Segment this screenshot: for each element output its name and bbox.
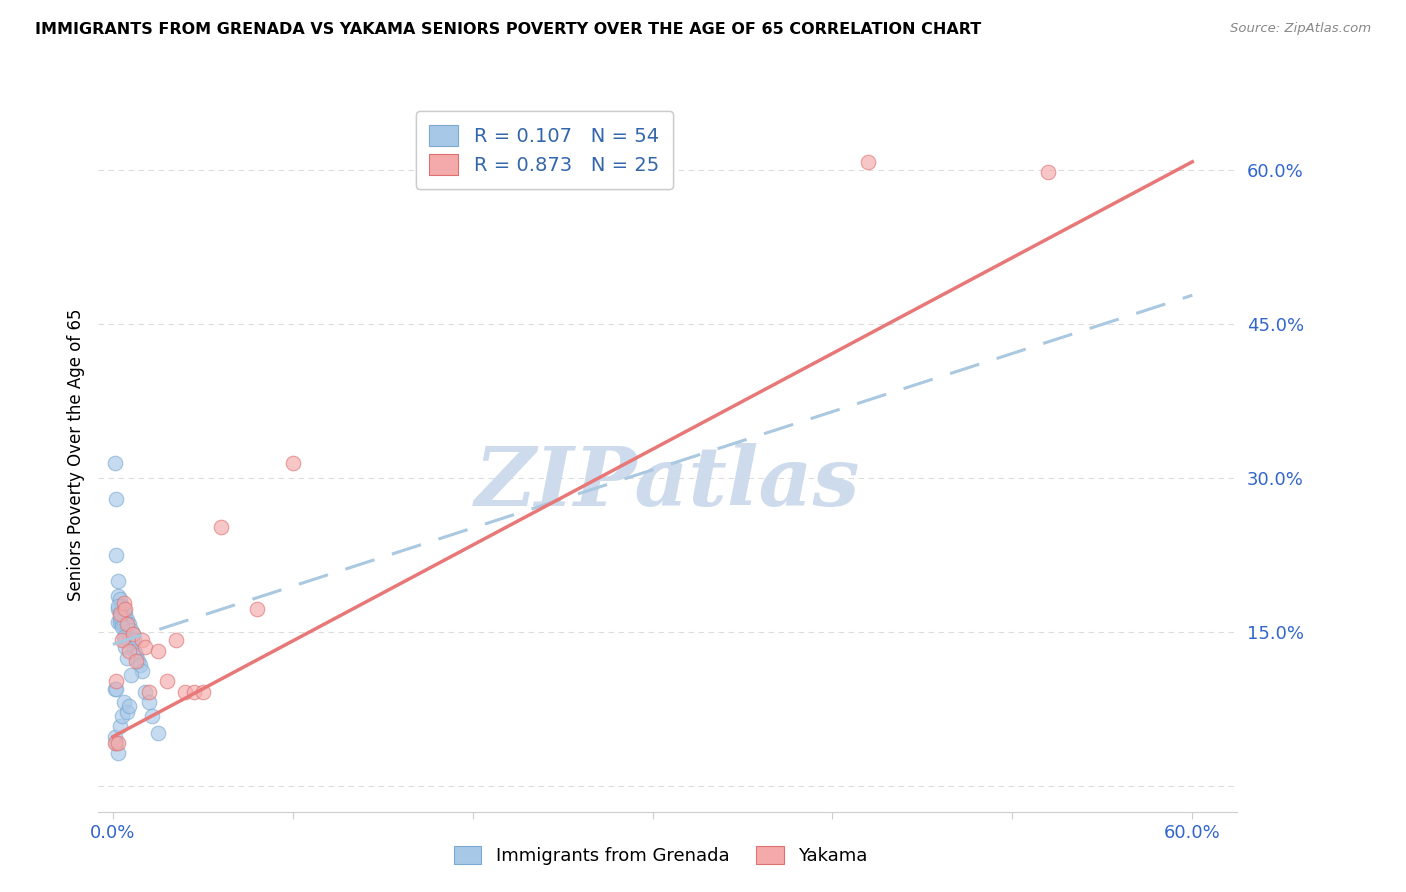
Point	[107, 746, 129, 760]
Point	[108, 592, 131, 607]
Point	[125, 648, 148, 662]
Point	[111, 633, 134, 648]
Point	[104, 681, 127, 696]
Point	[120, 633, 142, 648]
Point	[107, 602, 129, 616]
Point	[114, 602, 136, 616]
Point	[114, 607, 136, 621]
Point	[146, 725, 169, 739]
Point	[281, 456, 304, 470]
Point	[115, 616, 138, 631]
Point	[111, 620, 134, 634]
Text: IMMIGRANTS FROM GRENADA VS YAKAMA SENIORS POVERTY OVER THE AGE OF 65 CORRELATION: IMMIGRANTS FROM GRENADA VS YAKAMA SENIOR…	[35, 22, 981, 37]
Point	[111, 709, 134, 723]
Point	[118, 616, 141, 631]
Point	[105, 736, 128, 750]
Point	[127, 654, 149, 668]
Point	[104, 730, 127, 744]
Point	[114, 616, 136, 631]
Point	[134, 684, 156, 698]
Point	[141, 709, 163, 723]
Point	[121, 627, 143, 641]
Point	[107, 589, 129, 603]
Point	[114, 633, 136, 648]
Legend: Immigrants from Grenada, Yakama: Immigrants from Grenada, Yakama	[447, 838, 875, 872]
Point	[120, 668, 142, 682]
Point	[138, 695, 160, 709]
Point	[173, 684, 195, 698]
Point	[191, 684, 214, 698]
Point	[138, 684, 160, 698]
Point	[107, 599, 129, 614]
Point	[120, 623, 142, 637]
Y-axis label: Seniors Poverty Over the Age of 65: Seniors Poverty Over the Age of 65	[66, 309, 84, 601]
Point	[107, 574, 129, 588]
Point	[111, 616, 134, 631]
Point	[112, 695, 135, 709]
Point	[165, 633, 187, 648]
Point	[115, 705, 138, 719]
Point	[124, 633, 146, 648]
Point	[209, 520, 232, 534]
Point	[183, 684, 205, 698]
Point	[115, 620, 138, 634]
Point	[107, 615, 129, 629]
Point	[124, 643, 146, 657]
Point	[111, 599, 134, 614]
Point	[125, 654, 148, 668]
Point	[858, 154, 880, 169]
Point	[108, 607, 131, 621]
Point	[107, 736, 129, 750]
Point	[105, 674, 128, 689]
Point	[121, 637, 143, 651]
Point	[118, 698, 141, 713]
Point	[156, 674, 179, 689]
Point	[112, 602, 135, 616]
Point	[131, 633, 153, 648]
Point	[246, 602, 269, 616]
Point	[105, 681, 128, 696]
Point	[112, 596, 135, 610]
Point	[108, 615, 131, 629]
Point	[131, 664, 153, 678]
Point	[104, 736, 127, 750]
Point	[112, 609, 135, 624]
Point	[112, 620, 135, 634]
Text: Source: ZipAtlas.com: Source: ZipAtlas.com	[1230, 22, 1371, 36]
Point	[114, 640, 136, 655]
Point	[121, 627, 143, 641]
Point	[118, 627, 141, 641]
Point	[105, 548, 128, 562]
Point	[134, 640, 156, 655]
Legend: R = 0.107   N = 54, R = 0.873   N = 25: R = 0.107 N = 54, R = 0.873 N = 25	[416, 112, 673, 189]
Point	[111, 607, 134, 621]
Point	[108, 719, 131, 733]
Point	[115, 613, 138, 627]
Point	[146, 643, 169, 657]
Point	[1038, 165, 1060, 179]
Point	[104, 456, 127, 470]
Point	[112, 630, 135, 644]
Point	[128, 657, 150, 672]
Point	[105, 491, 128, 506]
Text: ZIPatlas: ZIPatlas	[475, 443, 860, 524]
Point	[115, 650, 138, 665]
Point	[118, 643, 141, 657]
Point	[108, 609, 131, 624]
Point	[108, 605, 131, 619]
